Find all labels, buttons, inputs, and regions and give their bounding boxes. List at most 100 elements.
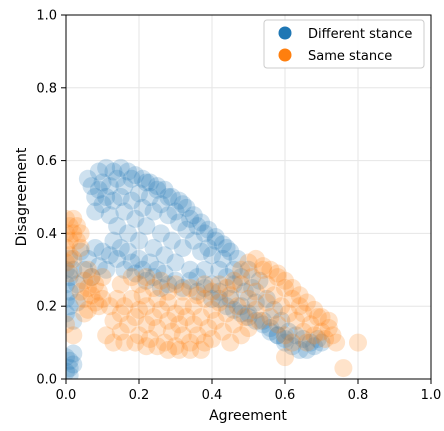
scatter-point: [97, 158, 116, 177]
scatter-point: [122, 169, 141, 188]
scatter-point: [66, 362, 75, 379]
scatter-point: [276, 326, 294, 345]
scatter-point: [82, 286, 101, 305]
scatter-point: [93, 289, 112, 308]
scatter-point: [221, 333, 240, 352]
scatter-point: [148, 260, 167, 279]
scatter-point: [286, 326, 305, 345]
scatter-point: [159, 282, 178, 301]
scatter-point: [108, 217, 127, 236]
scatter-point: [173, 326, 192, 345]
scatter-point: [108, 289, 127, 308]
scatter-point: [224, 260, 243, 279]
scatter-point: [232, 326, 251, 345]
scatter-point: [184, 231, 203, 250]
scatter-point: [250, 271, 269, 290]
scatter-point: [232, 275, 251, 294]
scatter-point: [148, 177, 167, 196]
x-tick-label: 0.0: [56, 388, 77, 403]
scatter-point: [261, 308, 280, 327]
scatter-point: [122, 268, 141, 287]
scatter-point: [66, 315, 75, 334]
scatter-point: [104, 333, 123, 352]
scatter-point: [203, 329, 221, 348]
scatter-point: [159, 206, 178, 225]
scatter-point: [111, 238, 130, 257]
series-same-stance: [66, 209, 367, 378]
scatter-point: [224, 300, 243, 319]
scatter-point: [297, 340, 316, 359]
legend-label-same-stance: Same stance: [308, 49, 392, 64]
scatter-point: [119, 242, 138, 261]
scatter-point: [221, 286, 240, 305]
scatter-point: [213, 322, 232, 341]
scatter-point: [66, 289, 75, 308]
scatter-point: [210, 260, 229, 279]
scatter-point: [276, 279, 294, 297]
scatter-point: [217, 279, 236, 297]
scatter-point: [122, 191, 141, 210]
scatter-point: [290, 286, 309, 305]
scatter-point: [148, 337, 167, 356]
scatter-point: [173, 279, 192, 297]
scatter-point: [97, 326, 116, 345]
scatter-point: [166, 337, 185, 356]
scatter-point: [159, 275, 178, 294]
scatter-point: [228, 297, 247, 316]
scatter-point: [144, 279, 163, 297]
y-tick-label: 1.0: [36, 9, 57, 24]
scatter-point: [155, 246, 174, 265]
scatter-point: [66, 355, 83, 374]
scatter-point: [203, 275, 221, 294]
scatter-point: [66, 348, 75, 367]
scatter-point: [140, 173, 159, 192]
scatter-point: [305, 337, 324, 356]
scatter-point: [195, 333, 214, 352]
scatter-point: [181, 209, 200, 228]
scatter-point: [232, 260, 251, 279]
scatter-point: [221, 242, 240, 261]
x-tick-label: 0.6: [275, 388, 296, 403]
scatter-point: [122, 253, 141, 272]
scatter-point: [170, 191, 189, 210]
scatter-point: [66, 326, 83, 345]
scatter-point: [254, 257, 273, 276]
scatter-point: [243, 268, 262, 287]
scatter-point: [243, 279, 262, 297]
scatter-point: [257, 289, 276, 308]
scatter-point: [137, 297, 156, 316]
scatter-point: [144, 238, 163, 257]
scatter-point: [66, 217, 79, 236]
scatter-point: [93, 195, 112, 214]
scatter-point: [195, 260, 214, 279]
scatter-point: [261, 319, 280, 338]
scatter-point: [181, 279, 200, 297]
scatter-point: [170, 213, 189, 232]
scatter-point: [254, 260, 273, 279]
scatter-point: [151, 300, 170, 319]
scatter-point: [316, 329, 335, 348]
scatter-point: [290, 297, 309, 316]
scatter-point: [312, 333, 331, 352]
scatter-point: [111, 322, 130, 341]
scatter-point: [100, 177, 119, 196]
scatter-point: [173, 297, 192, 316]
scatter-point: [66, 260, 83, 279]
scatter-point: [144, 202, 163, 221]
legend-marker-different-stance: [278, 26, 292, 40]
scatter-point: [210, 293, 229, 312]
scatter-point: [111, 304, 130, 323]
scatter-point: [297, 293, 316, 312]
scatter-point: [290, 340, 309, 359]
scatter-point: [188, 326, 207, 345]
scatter-point: [137, 315, 156, 334]
x-tick-label: 0.8: [348, 388, 369, 403]
x-axis-ticks: 0.0 0.2 0.4 0.6 0.8 1.0: [56, 379, 441, 403]
scatter-point: [217, 297, 236, 316]
scatter-point: [148, 180, 167, 199]
scatter-point: [224, 275, 243, 294]
scatter-point: [286, 311, 305, 330]
scatter-point: [151, 195, 170, 214]
scatter-point: [283, 279, 302, 297]
scatter-point: [144, 308, 163, 327]
